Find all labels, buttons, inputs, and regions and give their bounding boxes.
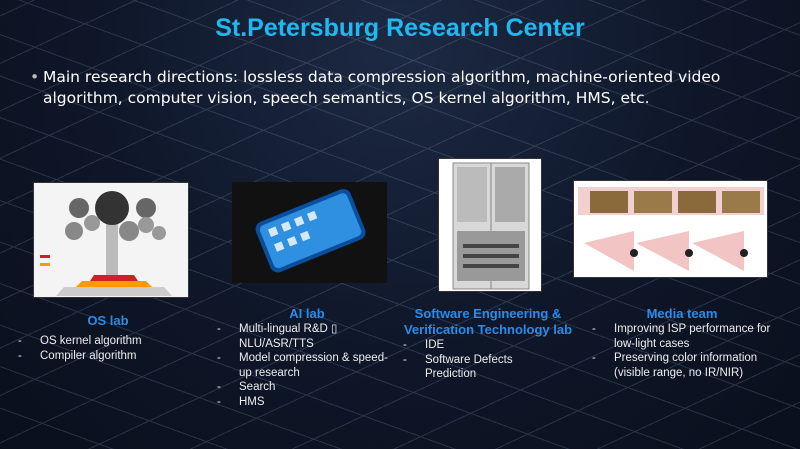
list-item: Preserving color information (visible ra… bbox=[592, 351, 772, 380]
os-lab-section: OS lab OS kernel algorithmCompiler algor… bbox=[18, 313, 178, 363]
ai-lab-section: AI lab Multi-lingual R&D ▯ NLU/ASR/TTSMo… bbox=[217, 306, 397, 409]
media-team-camera-image bbox=[573, 180, 768, 278]
list-item: Software Defects Prediction bbox=[403, 353, 543, 382]
list-item: OS kernel algorithm bbox=[18, 334, 178, 349]
os-lab-image bbox=[33, 182, 189, 298]
slide-title: St.Petersburg Research Center bbox=[215, 14, 585, 42]
list-item: Search bbox=[217, 380, 397, 395]
intro-bullet: Main research directions: lossless data … bbox=[30, 67, 770, 109]
list-item: Multi-lingual R&D ▯ NLU/ASR/TTS bbox=[217, 322, 397, 351]
list-item: Improving ISP performance for low-light … bbox=[592, 322, 772, 351]
ai-lab-heading: AI lab bbox=[289, 306, 325, 321]
os-lab-heading: OS lab bbox=[87, 313, 129, 328]
list-item: Compiler algorithm bbox=[18, 349, 178, 364]
software-lab-section: Software Engineering & Verification Tech… bbox=[403, 306, 573, 382]
ai-lab-phone-image bbox=[232, 182, 387, 283]
software-lab-heading: Software Engineering & Verification Tech… bbox=[403, 306, 573, 337]
list-item: IDE bbox=[403, 338, 573, 353]
software-lab-server-image bbox=[438, 158, 542, 292]
media-team-section: Media team Improving ISP performance for… bbox=[592, 306, 772, 380]
media-team-heading: Media team bbox=[646, 306, 718, 321]
list-item: Model compression & speed-up research bbox=[217, 351, 397, 380]
list-item: HMS bbox=[217, 395, 397, 410]
